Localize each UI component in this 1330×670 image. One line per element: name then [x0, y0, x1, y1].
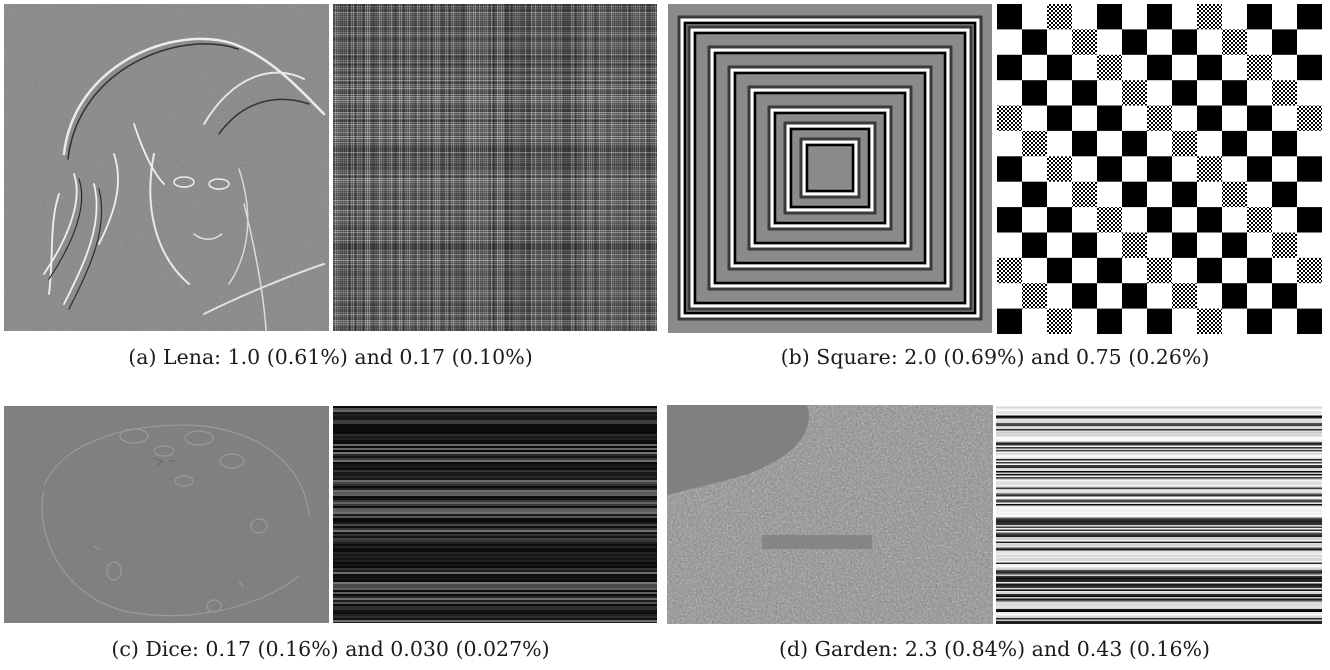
garden-residual-image: [667, 405, 993, 624]
lena-matrix-image: [333, 4, 657, 331]
caption-d: (d) Garden: 2.3 (0.84%) and 0.43 (0.16%): [778, 637, 1210, 661]
square-matrix-image: [997, 4, 1322, 334]
dice-matrix-image: [333, 406, 657, 623]
caption-b: (b) Square: 2.0 (0.69%) and 0.75 (0.26%): [780, 345, 1210, 369]
caption-c: (c) Dice: 0.17 (0.16%) and 0.030 (0.027%…: [111, 637, 550, 661]
lena-residual-image: [4, 4, 329, 331]
caption-a: (a) Lena: 1.0 (0.61%) and 0.17 (0.10%): [128, 345, 533, 369]
dice-residual-image: [4, 406, 329, 623]
garden-matrix-image: [996, 405, 1322, 624]
square-residual-image: [668, 4, 992, 333]
